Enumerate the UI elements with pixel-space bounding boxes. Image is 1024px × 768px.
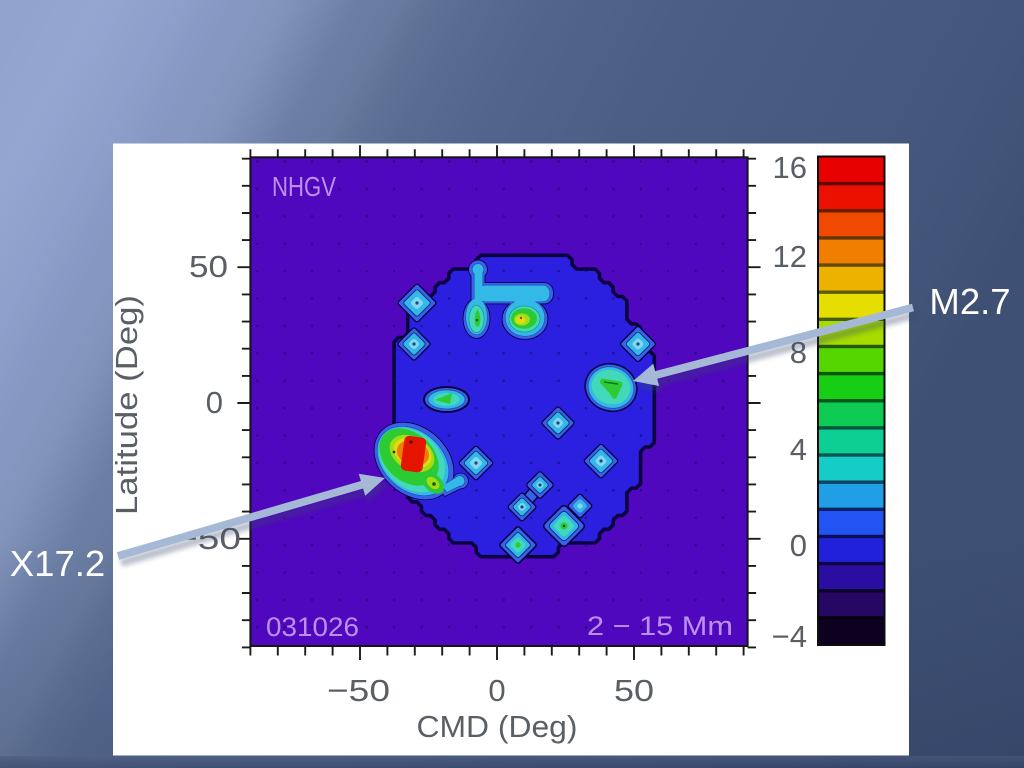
svg-text:M2.7: M2.7: [929, 281, 1010, 322]
svg-text:0: 0: [790, 528, 807, 563]
svg-text:0: 0: [206, 385, 223, 420]
svg-text:2 − 15 Mm: 2 − 15 Mm: [587, 611, 733, 641]
svg-text:−4: −4: [772, 619, 807, 654]
svg-text:NHGV: NHGV: [272, 171, 336, 202]
svg-text:0: 0: [488, 673, 505, 708]
svg-text:Latitude (Deg): Latitude (Deg): [109, 295, 144, 515]
svg-text:X17.2: X17.2: [10, 543, 105, 584]
svg-text:4: 4: [790, 432, 807, 467]
svg-text:−50: −50: [327, 673, 390, 708]
svg-text:12: 12: [773, 239, 807, 274]
svg-text:031026: 031026: [266, 612, 359, 642]
svg-text:CMD (Deg): CMD (Deg): [417, 709, 578, 744]
svg-text:16: 16: [773, 150, 807, 185]
svg-text:50: 50: [189, 249, 228, 284]
svg-text:50: 50: [614, 673, 654, 708]
